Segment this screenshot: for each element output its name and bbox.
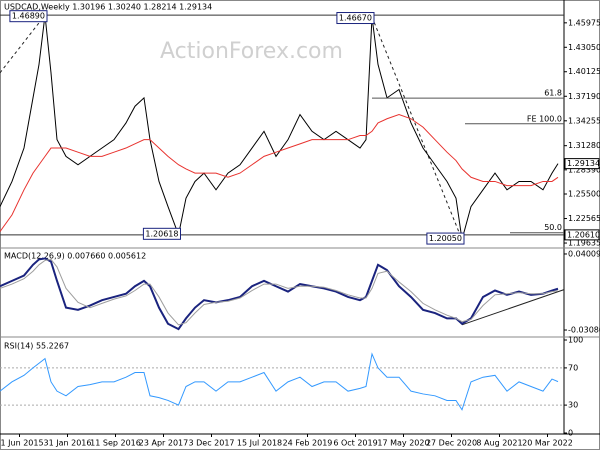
x-tick-label: 24 Feb 2019 xyxy=(283,439,333,448)
price-annotation: 1.20618 xyxy=(145,229,178,238)
x-tick-label: 23 Apr 2017 xyxy=(139,439,188,448)
fib-label: FE 100.0 xyxy=(527,114,562,123)
y-tick-label: 0.040094 xyxy=(568,249,600,258)
y-tick-label: 1.31280 xyxy=(568,141,600,150)
series-line xyxy=(0,114,559,232)
y-tick-label: 1.34255 xyxy=(568,116,600,125)
trend-line xyxy=(461,289,565,326)
y-tick-label: 30 xyxy=(568,401,578,410)
annotation-box xyxy=(426,232,465,245)
trend-line xyxy=(371,16,463,240)
y-tick-label: 70 xyxy=(568,363,578,372)
trend-line xyxy=(0,14,46,74)
price-tag-label: 1.29134 xyxy=(567,159,600,168)
price-tag xyxy=(564,158,600,170)
price-annotation: 1.46670 xyxy=(339,14,372,23)
x-tick-label: 15 Jul 2018 xyxy=(237,439,282,448)
fib-label: 50.0 xyxy=(544,223,562,232)
annotation-box xyxy=(336,12,375,25)
x-tick-label: 17 May 2020 xyxy=(377,439,429,448)
price-annotation: 1.20050 xyxy=(429,234,462,243)
series-line xyxy=(0,258,559,326)
watermark: ActionForex.com xyxy=(160,39,343,64)
macd-title: MACD(12,26,9) 0.007660 0.005612 xyxy=(4,252,146,261)
y-tick-label: 1.19635 xyxy=(568,239,600,248)
y-tick-label: 1.22565 xyxy=(568,214,600,223)
x-tick-label: 8 Aug 2021 xyxy=(476,439,522,448)
y-tick-label: -0.03086 xyxy=(568,326,600,335)
price-tag xyxy=(564,229,600,241)
price-annotation: 1.46890 xyxy=(12,12,45,21)
y-tick-label: 1.37190 xyxy=(568,92,600,101)
series-line xyxy=(0,352,559,411)
x-tick-label: 11 Sep 2016 xyxy=(90,439,141,448)
x-tick-label: 21 Jun 2015 xyxy=(0,439,44,448)
y-tick-label: 1.45975 xyxy=(568,18,600,27)
y-tick-label: 1.43050 xyxy=(568,43,600,52)
annotation-box xyxy=(142,227,181,240)
chart-title: USDCAD,Weekly 1.30196 1.30240 1.28214 1.… xyxy=(4,3,212,12)
y-tick-label: 0 xyxy=(568,429,573,438)
price-tag-label: 1.20610 xyxy=(567,230,600,239)
rsi-title: RSI(14) 55.2267 xyxy=(4,342,69,351)
annotation-box xyxy=(9,10,48,23)
fib-label: 61.8 xyxy=(544,89,562,98)
x-tick-label: 31 Jan 2016 xyxy=(44,439,92,448)
x-tick-label: 27 Dec 2020 xyxy=(426,439,477,448)
y-tick-label: 1.25500 xyxy=(568,190,600,199)
y-tick-label: 100 xyxy=(568,336,583,345)
series-line xyxy=(0,257,559,331)
y-tick-label: 1.40125 xyxy=(568,67,600,76)
x-tick-label: 20 Mar 2022 xyxy=(522,439,573,448)
y-tick-label: 1.28390 xyxy=(568,165,600,174)
x-tick-label: 3 Dec 2017 xyxy=(188,439,234,448)
x-tick-label: 6 Oct 2019 xyxy=(333,439,377,448)
